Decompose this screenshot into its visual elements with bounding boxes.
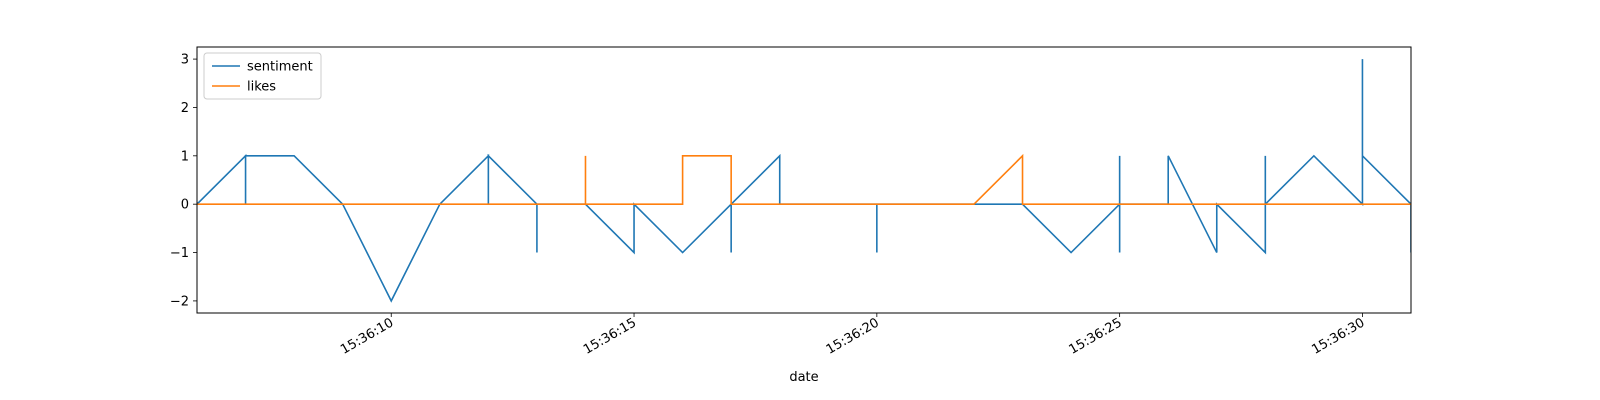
x-axis-label: date — [789, 370, 818, 385]
legend: sentiment likes — [203, 52, 322, 100]
x-axis: 15:36:10 15:36:15 15:36:20 15:36:25 15:36:30 — [338, 313, 1367, 358]
y-tick-label: 0 — [181, 198, 189, 213]
legend-box — [203, 52, 322, 100]
legend-label-sentiment: sentiment — [247, 60, 313, 75]
x-tick-label: 15:36:30 — [1309, 315, 1367, 357]
y-tick-label: −2 — [170, 294, 189, 309]
plot-frame — [196, 46, 1412, 314]
x-tick-label: 15:36:25 — [1067, 315, 1125, 357]
series-layer — [197, 59, 1411, 303]
y-tick-label: 1 — [181, 149, 189, 164]
legend-label-likes: likes — [247, 80, 276, 95]
y-tick-label: −1 — [170, 246, 189, 261]
series-line-likes — [197, 153, 1411, 205]
x-tick-label: 15:36:15 — [581, 315, 639, 357]
x-tick-label: 15:36:20 — [824, 315, 882, 357]
y-axis: 3 2 1 0 −1 −2 — [170, 53, 197, 309]
series-line-sentiment — [197, 59, 1411, 303]
y-tick-label: 3 — [181, 53, 189, 68]
x-tick-label: 15:36:10 — [338, 315, 396, 357]
y-tick-label: 2 — [181, 101, 189, 116]
